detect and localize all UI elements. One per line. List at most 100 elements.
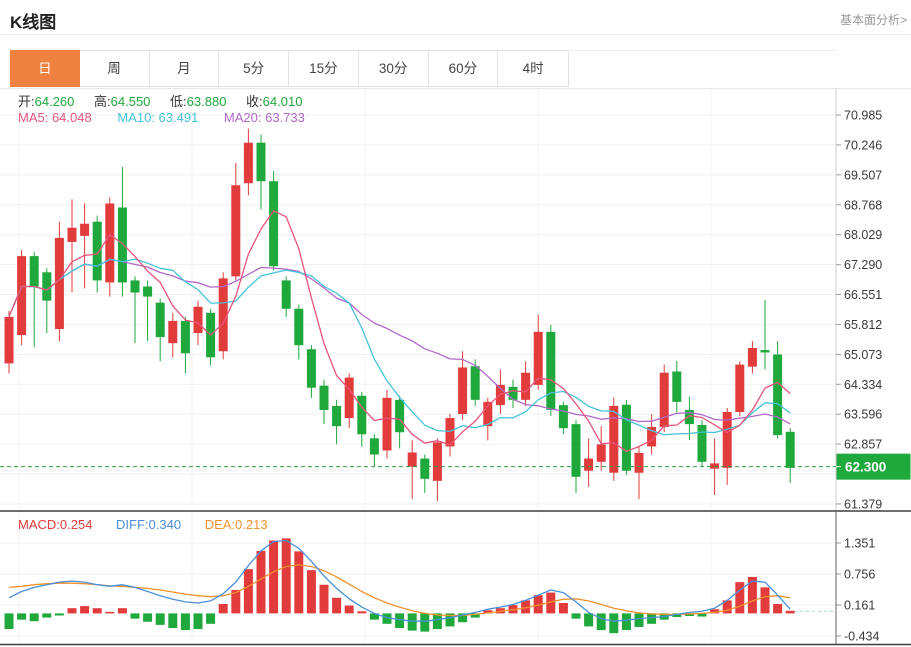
candle-body (785, 431, 795, 468)
macd-bar (785, 610, 795, 614)
candle-body (180, 320, 190, 354)
candle-body (407, 452, 417, 467)
macd-bar (369, 613, 379, 620)
macd-bar (180, 613, 190, 631)
macd-bar (306, 570, 316, 614)
macd-bar (458, 613, 468, 623)
candle-body (533, 331, 543, 385)
ma5-line (8, 210, 791, 452)
diff-line (8, 539, 791, 622)
candle-body (558, 405, 568, 429)
tick-label: 67.290 (844, 258, 882, 272)
macd-bar (80, 606, 90, 614)
candle-body (281, 280, 291, 309)
candle-body (243, 142, 253, 184)
macd-axis-ticks: 1.351 0.756 0.161 -0.434 (836, 537, 879, 644)
tab-5min[interactable]: 5分 (219, 51, 289, 86)
title-divider (0, 34, 911, 35)
page-title: K线图 (10, 13, 57, 32)
candle-body (395, 399, 405, 433)
tab-4hour[interactable]: 4时 (498, 51, 568, 86)
macd-bar (773, 604, 783, 614)
tab-30min[interactable]: 30分 (358, 51, 429, 86)
candle-body (369, 438, 379, 455)
macd-bar (609, 613, 619, 634)
macd-bar (105, 611, 115, 614)
candle-body (168, 320, 178, 344)
candle-body (269, 181, 279, 267)
candle-body (470, 366, 480, 400)
macd-bar (206, 613, 216, 624)
candle-body (80, 223, 90, 236)
candle-body (29, 256, 39, 287)
macd-chart[interactable]: 1.351 0.756 0.161 -0.434 (0, 510, 911, 647)
tab-60min[interactable]: 60分 (428, 51, 499, 86)
candle-body (117, 207, 127, 283)
tick-label: 70.985 (844, 109, 882, 123)
macd-bar (533, 595, 543, 614)
macd-lines-layer (8, 539, 791, 622)
macd-bar (483, 610, 493, 614)
tab-weekly[interactable]: 周 (79, 51, 150, 86)
macd-bar (697, 613, 707, 617)
tab-daily[interactable]: 日 (10, 50, 80, 87)
candle-body (609, 405, 619, 473)
macd-bar (294, 551, 304, 614)
candle-body (697, 424, 707, 462)
tick-label: 66.551 (844, 288, 882, 302)
candle-body (17, 256, 27, 336)
price-gridlines (0, 89, 836, 508)
macd-bar (193, 613, 203, 630)
candle-body (344, 377, 354, 419)
macd-bar (470, 613, 480, 618)
macd-bar (571, 613, 581, 619)
candle-body (143, 286, 153, 297)
macd-bar (256, 550, 266, 614)
candle-body (130, 280, 140, 293)
tab-15min[interactable]: 15分 (289, 51, 359, 86)
tab-monthly[interactable]: 月 (149, 51, 220, 86)
tick-label: 62.857 (844, 438, 882, 452)
price-axis-ticks: 70.985 70.246 69.507 68.768 68.029 67.290 66.5… (836, 109, 882, 510)
candle-body (105, 203, 115, 283)
candles-layer[interactable] (4, 128, 795, 502)
candle-body (760, 350, 770, 353)
tabbar-extension-line (568, 50, 837, 51)
tick-label: 69.507 (844, 168, 882, 182)
macd-bar (420, 613, 430, 632)
candle-body (659, 372, 669, 427)
tick-label: -0.434 (844, 630, 879, 644)
macd-bar (584, 613, 594, 627)
macd-gridlines (0, 512, 836, 643)
candle-body (67, 227, 77, 242)
candle-body (508, 386, 518, 400)
macd-bar (722, 600, 732, 614)
tick-label: 63.596 (844, 408, 882, 422)
macd-bar (407, 613, 417, 631)
candle-body (710, 463, 720, 469)
macd-bar (130, 613, 140, 619)
candle-body (420, 458, 430, 479)
macd-bar (710, 609, 720, 614)
macd-bar (634, 613, 644, 627)
macd-bar (395, 613, 405, 628)
macd-bar (54, 613, 64, 616)
main-candlestick-chart[interactable]: 70.985 70.246 69.507 68.768 68.029 67.290 66.5… (0, 88, 911, 510)
candle-body (218, 278, 228, 352)
tick-label: 1.351 (844, 537, 875, 551)
macd-bar (155, 613, 165, 625)
candle-body (319, 385, 329, 410)
candle-body (546, 331, 556, 410)
macd-bar (357, 611, 367, 614)
macd-bar (17, 613, 27, 620)
ma20-line (8, 258, 791, 425)
macd-bar (332, 597, 342, 614)
macd-bar (596, 613, 606, 631)
macd-bar (684, 613, 694, 617)
fundamental-analysis-link[interactable]: 基本面分析> (839, 13, 907, 27)
macd-bar (42, 613, 52, 618)
candle-body (483, 401, 493, 427)
candle-body (92, 221, 102, 281)
macd-bar (281, 538, 291, 614)
macd-bar (143, 613, 153, 622)
